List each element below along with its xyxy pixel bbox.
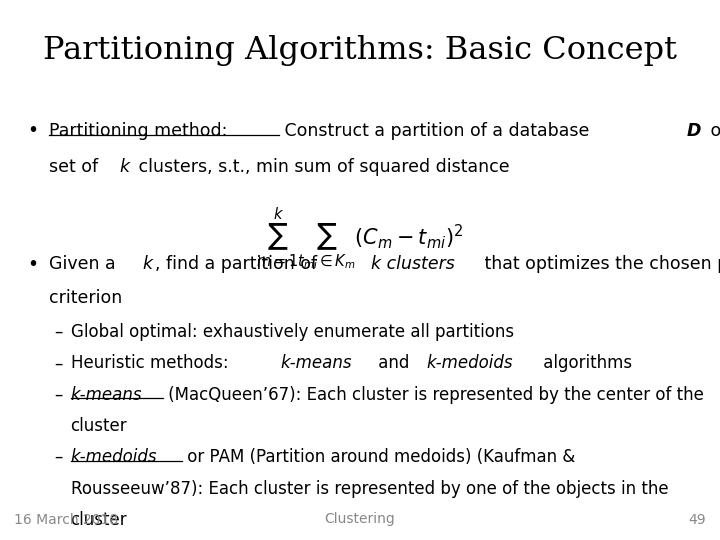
Text: Partitioning Algorithms: Basic Concept: Partitioning Algorithms: Basic Concept <box>43 35 677 66</box>
Text: Construct a partition of a database: Construct a partition of a database <box>279 122 595 139</box>
Text: or PAM (Partition around medoids) (Kaufman &: or PAM (Partition around medoids) (Kaufm… <box>182 448 575 466</box>
Text: –: – <box>54 386 63 403</box>
Text: Given a: Given a <box>49 255 121 273</box>
Text: k: k <box>120 158 130 176</box>
Text: k-medoids: k-medoids <box>71 448 157 466</box>
Text: k-means: k-means <box>281 354 352 372</box>
Text: •: • <box>27 255 38 274</box>
Text: Global optimal: exhaustively enumerate all partitions: Global optimal: exhaustively enumerate a… <box>71 323 513 341</box>
Text: (MacQueen’67): Each cluster is represented by the center of the: (MacQueen’67): Each cluster is represent… <box>163 386 703 403</box>
Text: 16 March 2018: 16 March 2018 <box>14 512 119 526</box>
Text: Heuristic methods:: Heuristic methods: <box>71 354 233 372</box>
Text: –: – <box>54 323 63 341</box>
Text: 49: 49 <box>688 512 706 526</box>
Text: , find a partition of: , find a partition of <box>155 255 323 273</box>
Text: cluster: cluster <box>71 417 127 435</box>
Text: D: D <box>687 122 701 139</box>
Text: cluster: cluster <box>71 511 127 529</box>
Text: •: • <box>27 122 38 140</box>
Text: k clusters: k clusters <box>372 255 455 273</box>
Text: –: – <box>54 448 63 466</box>
Text: criterion: criterion <box>49 289 122 307</box>
Text: Rousseeuw’87): Each cluster is represented by one of the objects in the: Rousseeuw’87): Each cluster is represent… <box>71 480 668 497</box>
Text: $\sum_{m=1}^{k}\sum_{t_{mi}\in K_m}(C_m - t_{mi})^2$: $\sum_{m=1}^{k}\sum_{t_{mi}\in K_m}(C_m … <box>256 206 464 272</box>
Text: clusters, s.t., min sum of squared distance: clusters, s.t., min sum of squared dista… <box>132 158 509 176</box>
Text: of: of <box>706 122 720 139</box>
Text: Clustering: Clustering <box>325 512 395 526</box>
Text: and: and <box>373 354 415 372</box>
Text: algorithms: algorithms <box>539 354 632 372</box>
Text: k-medoids: k-medoids <box>427 354 513 372</box>
Text: set of: set of <box>49 158 104 176</box>
Text: that optimizes the chosen partitioning: that optimizes the chosen partitioning <box>480 255 720 273</box>
Text: k: k <box>142 255 152 273</box>
Text: –: – <box>54 354 63 372</box>
Text: Partitioning method:: Partitioning method: <box>49 122 228 139</box>
Text: k-means: k-means <box>71 386 142 403</box>
